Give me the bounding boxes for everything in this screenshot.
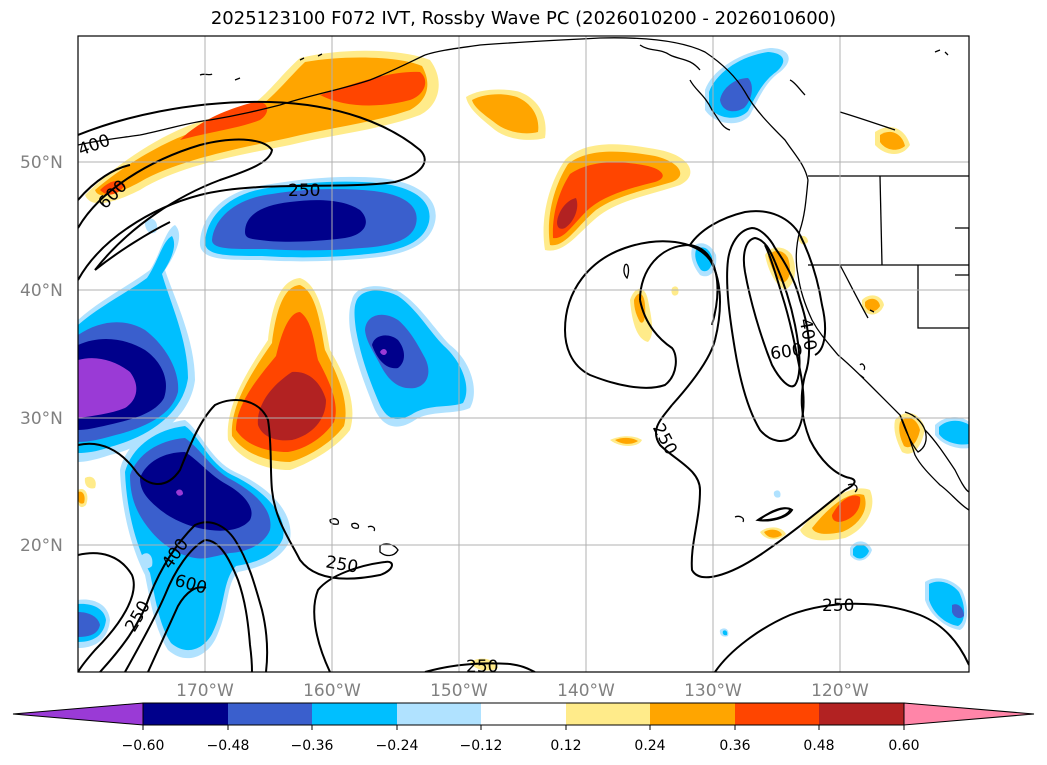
colorbar-bin [481, 703, 566, 725]
lon-label-170w: 170°W [176, 681, 234, 701]
colorbar-tick-label: −0.60 [122, 738, 165, 754]
colorbar-bin [819, 703, 904, 725]
positive-anomaly-north-pacific-small [466, 89, 546, 140]
longitude-labels: 170°W 160°W 150°W 140°W 130°W 120°W [176, 681, 869, 701]
lat-label-30n: 30°N [20, 409, 63, 429]
colorbar-tick-label: −0.12 [460, 738, 503, 754]
colorbar-tick-label: 0.36 [719, 738, 750, 754]
colorbar-bin [650, 703, 735, 725]
lon-label-120w: 120°W [811, 681, 869, 701]
colorbar-extend-high [903, 702, 1035, 726]
graticule [78, 36, 969, 672]
colorbar-bin [143, 703, 228, 725]
colorbar-bin [312, 703, 397, 725]
positive-anomaly-gulf-of-alaska [85, 50, 439, 204]
colorbar-bin [397, 703, 481, 725]
colorbar-tick-label: 0.12 [550, 738, 581, 754]
negative-anomaly-small-patches [78, 218, 969, 648]
lon-label-130w: 130°W [684, 681, 742, 701]
positive-anomaly-northeast-pacific [543, 144, 691, 251]
colorbar-tick-label: 0.24 [634, 738, 665, 754]
colorbar-bin [228, 703, 312, 725]
colorbar-bin [566, 703, 650, 725]
contour-label: 250 [288, 181, 320, 201]
negative-anomaly-subtropical-central [349, 286, 474, 427]
contour-label: 600 [769, 340, 804, 364]
colorbar-tick-label: 0.60 [888, 738, 919, 754]
plot-frame [77, 35, 970, 673]
lon-label-140w: 140°W [557, 681, 615, 701]
lat-label-40n: 40°N [20, 281, 63, 301]
lat-label-50n: 50°N [20, 153, 63, 173]
negative-anomaly-north-pacific [200, 176, 436, 262]
lat-label-20n: 20°N [20, 536, 63, 556]
contour-label: 250 [822, 596, 854, 616]
contour-label: 250 [466, 657, 498, 677]
colorbar-tick-label: −0.36 [291, 738, 334, 754]
colorbar-tick-label: −0.24 [376, 738, 419, 754]
colorbar: −0.60 −0.48 −0.36 −0.24 −0.12 0.12 0.24 … [12, 702, 1035, 754]
lon-label-160w: 160°W [303, 681, 361, 701]
negative-anomaly-gulf-of-alaska-coast [705, 48, 789, 124]
colorbar-bin [735, 703, 819, 725]
colorbar-frame [142, 702, 905, 726]
colorbar-tick-label: −0.48 [207, 738, 250, 754]
colorbar-extend-low [12, 702, 144, 726]
latitude-labels: 50°N 40°N 30°N 20°N [20, 153, 63, 556]
lon-label-150w: 150°W [430, 681, 488, 701]
colorbar-tick-label: 0.48 [803, 738, 834, 754]
map-title: 2025123100 F072 IVT, Rossby Wave PC (202… [210, 8, 837, 29]
